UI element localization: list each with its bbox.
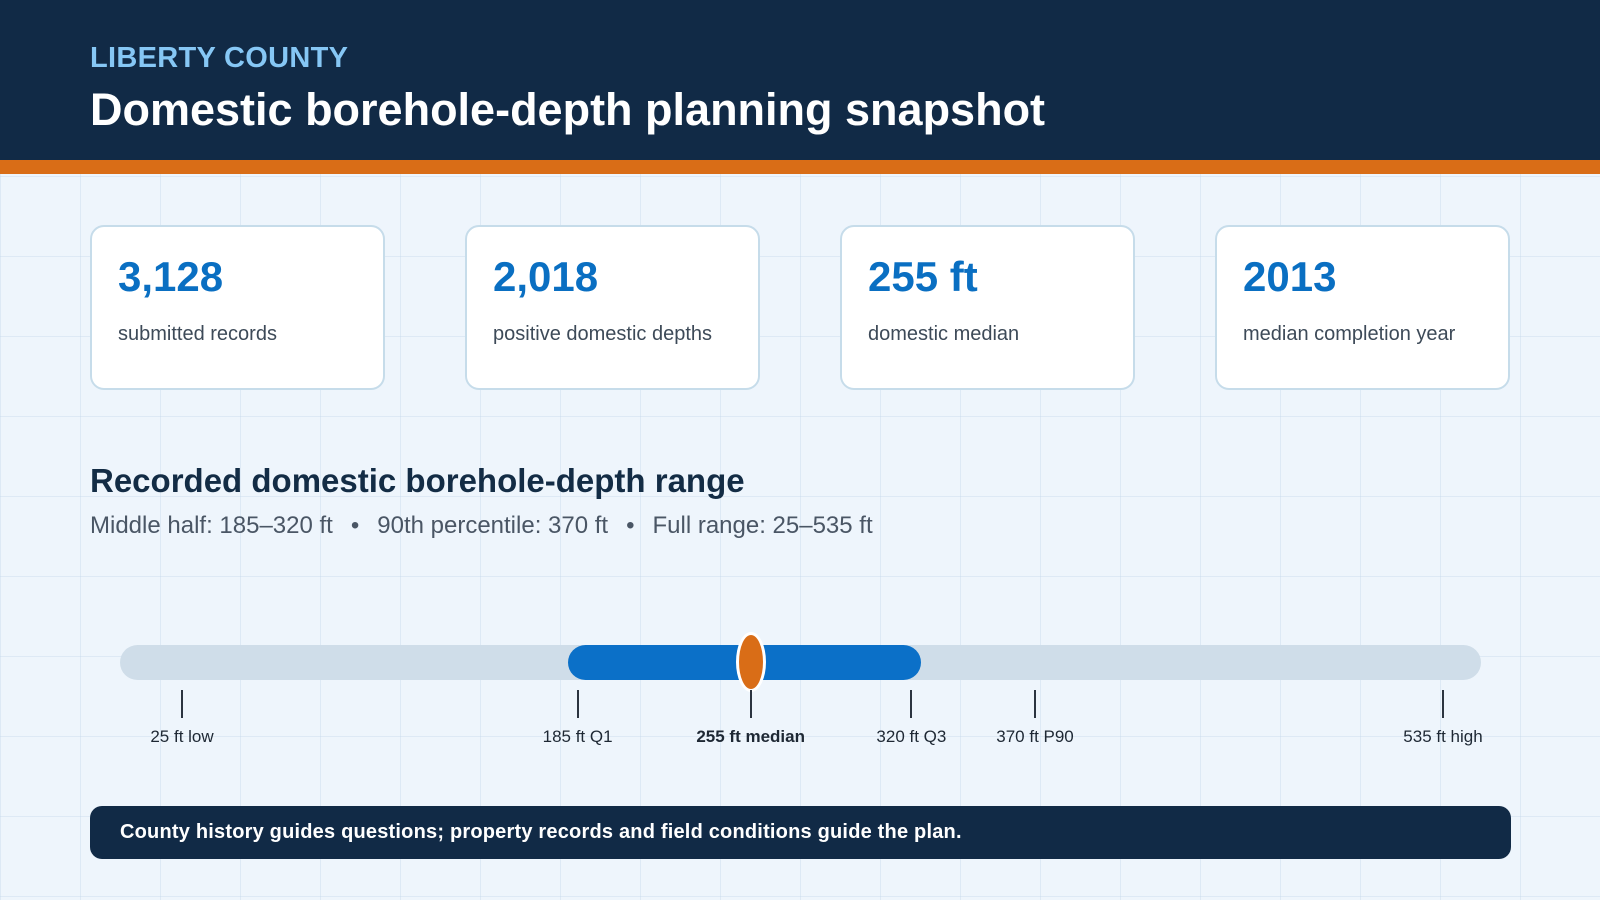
stat-value: 2013 bbox=[1243, 253, 1337, 300]
range-tick-label: 320 ft Q3 bbox=[876, 727, 947, 746]
stat-label: median completion year bbox=[1243, 323, 1456, 345]
range-tick bbox=[910, 690, 913, 718]
stat-label: submitted records bbox=[118, 323, 277, 345]
stat-card-submitted-records: 3,128 submitted records bbox=[90, 225, 385, 390]
range-tick-label: 25 ft low bbox=[150, 727, 214, 746]
stat-value: 3,128 bbox=[118, 253, 224, 300]
footer-note: County history guides questions; propert… bbox=[120, 821, 962, 843]
separator-dot: • bbox=[626, 512, 635, 539]
range-tick bbox=[576, 690, 579, 718]
median-marker bbox=[735, 632, 766, 692]
range-tick-label: 185 ft Q1 bbox=[542, 727, 613, 746]
header-accent-bar bbox=[0, 160, 1600, 174]
full-range-text: Full range: 25–535 ft bbox=[652, 512, 873, 539]
stat-card-domestic-median: 255 ft domestic median bbox=[840, 225, 1135, 390]
header-banner: LIBERTY COUNTY Domestic borehole-depth p… bbox=[0, 0, 1600, 160]
footer-note-banner: County history guides questions; propert… bbox=[90, 806, 1511, 859]
stat-value: 2,018 bbox=[493, 253, 599, 300]
separator-dot: • bbox=[350, 512, 360, 539]
range-summary: Middle half: 185–320 ft • 90th percentile:… bbox=[90, 512, 873, 540]
range-section-title: Recorded domestic borehole-depth range bbox=[90, 462, 745, 499]
page-title: Domestic borehole-depth planning snapsho… bbox=[90, 84, 1046, 135]
stat-label: domestic median bbox=[868, 323, 1020, 345]
range-tick bbox=[181, 690, 183, 718]
stat-card-positive-depths: 2,018 positive domestic depths bbox=[465, 225, 760, 390]
stat-label: positive domestic depths bbox=[493, 323, 713, 345]
p90-text: 90th percentile: 370 ft bbox=[377, 512, 609, 539]
range-tick-label: 370 ft P90 bbox=[996, 727, 1074, 746]
stat-value: 255 ft bbox=[868, 253, 978, 300]
middle-half-text: Middle half: 185–320 ft bbox=[90, 512, 333, 539]
range-tick bbox=[749, 690, 752, 718]
range-tick-label: 535 ft high bbox=[1403, 727, 1483, 746]
county-name: LIBERTY COUNTY bbox=[90, 42, 349, 74]
range-tick bbox=[1034, 690, 1037, 718]
range-tick bbox=[1442, 690, 1444, 718]
range-tick-label: 255 ft median bbox=[696, 727, 805, 746]
stat-card-completion-year: 2013 median completion year bbox=[1215, 225, 1510, 390]
